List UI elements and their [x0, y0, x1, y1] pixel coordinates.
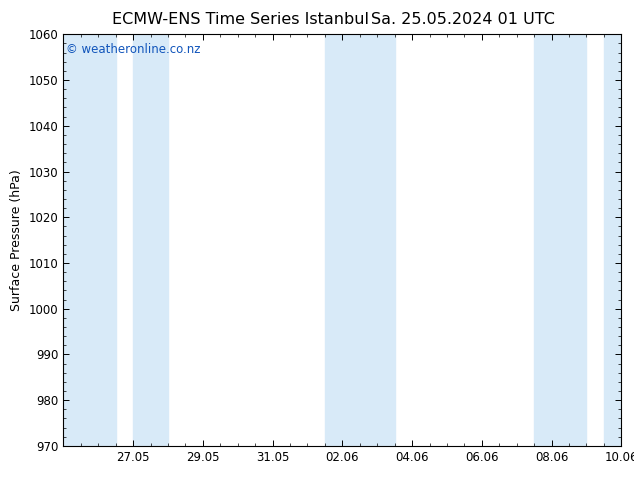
- Text: ECMW-ENS Time Series Istanbul: ECMW-ENS Time Series Istanbul: [112, 12, 370, 27]
- Text: Sa. 25.05.2024 01 UTC: Sa. 25.05.2024 01 UTC: [371, 12, 555, 27]
- Bar: [534, 34, 586, 446]
- Bar: [63, 34, 115, 446]
- Bar: [325, 34, 394, 446]
- Bar: [604, 34, 621, 446]
- Bar: [133, 34, 168, 446]
- Y-axis label: Surface Pressure (hPa): Surface Pressure (hPa): [10, 169, 23, 311]
- Text: © weatheronline.co.nz: © weatheronline.co.nz: [66, 43, 201, 55]
